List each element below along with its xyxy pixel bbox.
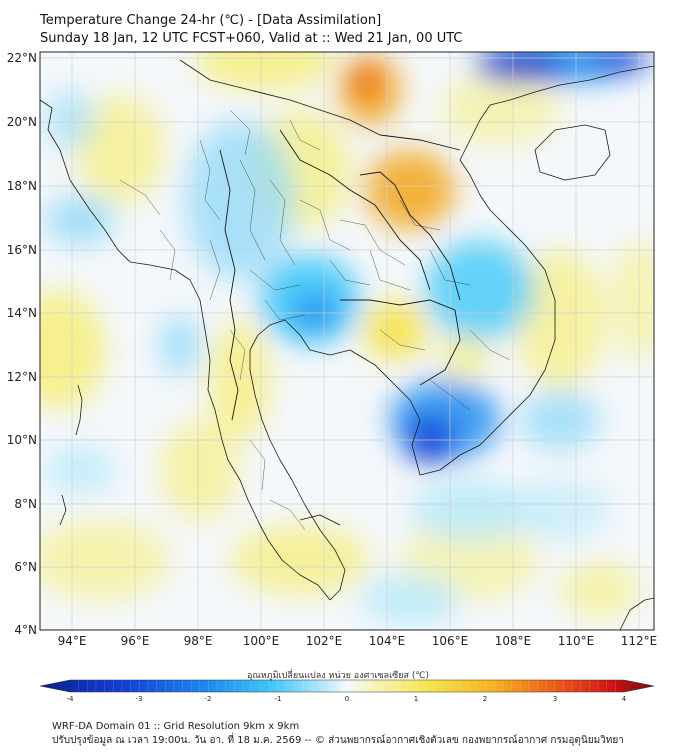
graticule bbox=[40, 52, 654, 630]
lat-label: 16°N bbox=[7, 243, 37, 257]
colorbar-tick: -1 bbox=[275, 695, 282, 703]
lat-label: 4°N bbox=[14, 623, 37, 637]
plot-frame bbox=[39, 51, 655, 631]
lon-label: 106°E bbox=[432, 634, 469, 648]
lon-label: 110°E bbox=[558, 634, 595, 648]
coastlines bbox=[40, 65, 654, 630]
footer-line-2: ปรับปรุงข้อมูล ณ เวลา 19:00น. วัน อา. ที… bbox=[52, 735, 624, 746]
lat-label: 22°N bbox=[7, 51, 37, 65]
title-line-2: Sunday 18 Jan, 12 UTC FCST+060, Valid at… bbox=[40, 31, 463, 46]
lon-label: 112°E bbox=[621, 634, 658, 648]
province-borders bbox=[119, 109, 511, 531]
colorbar-tick: 2 bbox=[483, 695, 487, 703]
colorbar-tick: -2 bbox=[205, 695, 212, 703]
lat-label: 20°N bbox=[7, 115, 37, 129]
colorbar-tick: 3 bbox=[553, 695, 557, 703]
map-title: Temperature Change 24-hr (℃) - [Data Ass… bbox=[40, 12, 463, 48]
colorbar-tick: 1 bbox=[414, 695, 418, 703]
colorbar-bar bbox=[39, 679, 655, 693]
lon-label: 96°E bbox=[121, 634, 150, 648]
lat-label: 12°N bbox=[7, 370, 37, 384]
colorbar-tick: -4 bbox=[67, 695, 75, 703]
footer: WRF-DA Domain 01 :: Grid Resolution 9km … bbox=[52, 720, 624, 748]
lat-label: 8°N bbox=[14, 497, 37, 511]
lon-label: 100°E bbox=[243, 634, 280, 648]
colorbar-tick: 0 bbox=[345, 695, 349, 703]
title-line-1: Temperature Change 24-hr (℃) - [Data Ass… bbox=[40, 13, 382, 28]
colorbar-tick: -3 bbox=[136, 695, 143, 703]
lon-label: 94°E bbox=[58, 634, 87, 648]
field-blobs bbox=[40, 52, 654, 625]
latitude-labels: 22°N 20°N 18°N 16°N 14°N 12°N 10°N 8°N 6… bbox=[7, 51, 37, 637]
colorbar-tick: 4 bbox=[622, 695, 627, 703]
lon-label: 104°E bbox=[369, 634, 406, 648]
lat-label: 10°N bbox=[7, 433, 37, 447]
lat-label: 14°N bbox=[7, 306, 37, 320]
colorbar-segments bbox=[78, 680, 616, 692]
lon-label: 98°E bbox=[184, 634, 213, 648]
lon-label: 102°E bbox=[306, 634, 343, 648]
colorbar-label: อุณหภูมิเปลี่ยนแปลง หน่วย องศาเซลเซียส (… bbox=[246, 671, 430, 681]
lat-label: 6°N bbox=[14, 560, 37, 574]
lon-label: 108°E bbox=[495, 634, 532, 648]
footer-line-1: WRF-DA Domain 01 :: Grid Resolution 9km … bbox=[52, 721, 300, 732]
longitude-labels: 94°E 96°E 98°E 100°E 102°E 104°E 106°E 1… bbox=[58, 634, 658, 648]
country-borders bbox=[179, 59, 461, 526]
temperature-field bbox=[40, 52, 654, 630]
lat-label: 18°N bbox=[7, 179, 37, 193]
colorbar: -4 -3 -2 -1 0 1 2 3 4 bbox=[39, 679, 655, 703]
colorbar-ticks: -4 -3 -2 -1 0 1 2 3 4 bbox=[67, 695, 627, 703]
